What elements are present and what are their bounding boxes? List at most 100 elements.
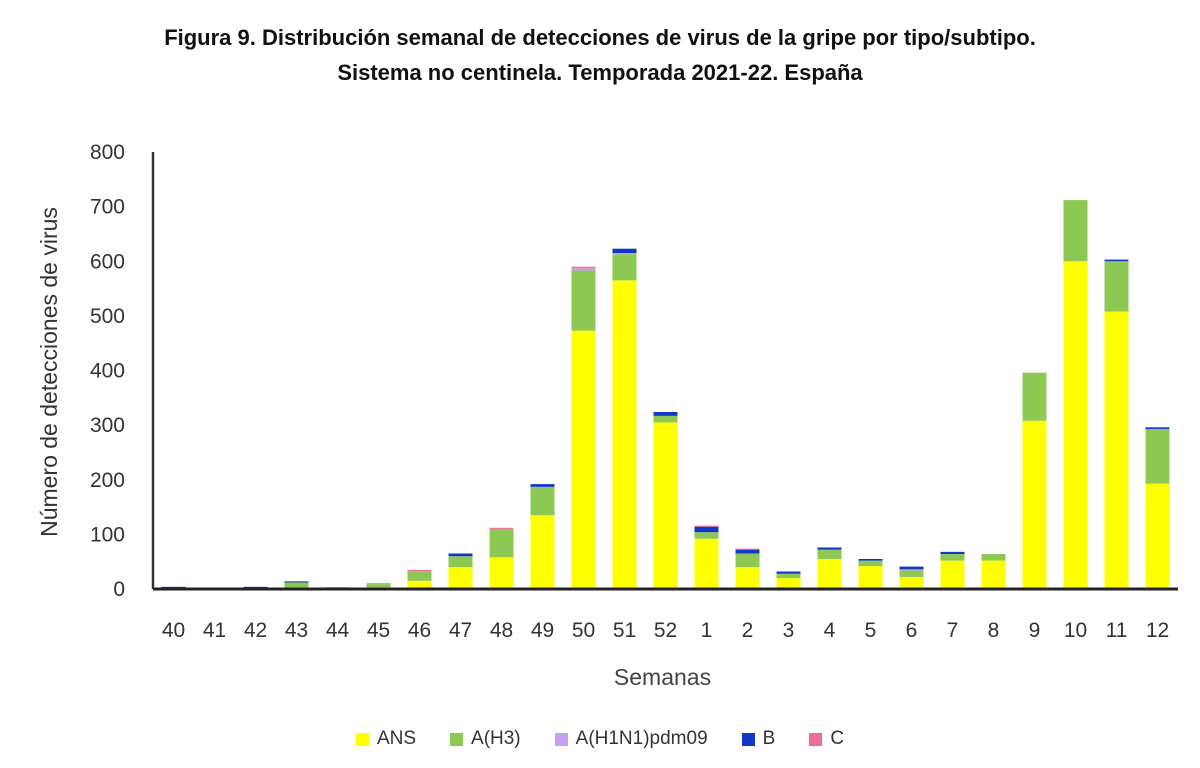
bar-b-week-43 bbox=[284, 581, 309, 583]
bar-b-week-2 bbox=[735, 549, 760, 554]
bar-ah3-week-3 bbox=[776, 573, 801, 579]
bar-ah3-week-2 bbox=[735, 553, 760, 568]
y-tick-label: 0 bbox=[113, 578, 125, 601]
bar-ans-week-48 bbox=[489, 557, 514, 589]
bar-ah1n1pdm09-week-51 bbox=[612, 253, 637, 255]
bar-ah3-week-10 bbox=[1063, 200, 1088, 262]
bar-ans-week-5 bbox=[858, 566, 883, 589]
x-tick-label: 12 bbox=[1146, 619, 1169, 642]
bar-ans-week-49 bbox=[530, 515, 555, 589]
bar-ah3-week-7 bbox=[940, 554, 965, 561]
y-tick-label: 300 bbox=[90, 414, 125, 437]
legend: ANS A(H3) A(H1N1)pdm09 B C bbox=[0, 728, 1200, 750]
x-tick-label: 3 bbox=[783, 619, 795, 642]
bar-ah3-week-4 bbox=[817, 549, 842, 559]
legend-label: A(H1N1)pdm09 bbox=[575, 728, 708, 749]
bar-ah3-week-43 bbox=[284, 582, 309, 588]
x-tick-label: 41 bbox=[203, 619, 226, 642]
x-tick-label: 4 bbox=[824, 619, 836, 642]
x-tick-label: 10 bbox=[1064, 619, 1087, 642]
y-axis-title: Número de detecciones de virus bbox=[36, 207, 62, 537]
x-tick-label: 8 bbox=[988, 619, 1000, 642]
bar-ans-week-2 bbox=[735, 567, 760, 589]
legend-label: ANS bbox=[376, 728, 417, 749]
x-tick-label: 42 bbox=[244, 619, 267, 642]
x-tick-label: 51 bbox=[613, 619, 636, 642]
bar-ans-week-12 bbox=[1145, 483, 1170, 589]
bar-ah3-week-45 bbox=[366, 584, 391, 588]
bar-b-week-47 bbox=[448, 553, 473, 557]
bar-b-week-5 bbox=[858, 558, 883, 561]
bar-ah3-week-50 bbox=[571, 270, 596, 331]
bar-ah3-week-51 bbox=[612, 254, 637, 281]
x-tick-label: 6 bbox=[906, 619, 918, 642]
legend-item: ANS bbox=[355, 728, 417, 750]
bar-ah3-week-9 bbox=[1022, 372, 1047, 421]
bar-b-week-12 bbox=[1145, 427, 1170, 429]
bar-ans-week-11 bbox=[1104, 311, 1129, 589]
legend-swatch bbox=[554, 732, 568, 746]
bar-b-week-3 bbox=[776, 571, 801, 574]
x-tick-label: 44 bbox=[326, 619, 350, 642]
bar-b-week-7 bbox=[940, 551, 965, 555]
legend-label: C bbox=[830, 728, 845, 749]
bar-b-week-11 bbox=[1104, 259, 1129, 262]
bar-ah3-week-49 bbox=[530, 486, 555, 516]
legend-item: C bbox=[809, 728, 844, 750]
bar-ans-week-6 bbox=[899, 576, 924, 589]
x-tick-label: 1 bbox=[701, 619, 713, 642]
bar-ah1n1pdm09-week-45 bbox=[366, 582, 391, 585]
bar-c-week-50 bbox=[571, 266, 596, 269]
bar-c-week-2 bbox=[735, 548, 760, 550]
bar-ah3-week-47 bbox=[448, 556, 473, 568]
bar-ans-week-46 bbox=[407, 580, 432, 589]
chart-title-line2: Sistema no centinela. Temporada 2021-22.… bbox=[337, 60, 863, 85]
bar-ah1n1pdm09-week-6 bbox=[899, 569, 924, 571]
bar-c-week-46 bbox=[407, 569, 432, 571]
x-tick-label: 40 bbox=[162, 619, 185, 642]
bar-b-week-52 bbox=[653, 412, 678, 416]
legend-item: A(H3) bbox=[450, 728, 521, 750]
x-tick-label: 11 bbox=[1106, 619, 1128, 642]
legend-swatch bbox=[741, 732, 755, 746]
x-tick-label: 50 bbox=[572, 619, 595, 642]
bar-ah3-week-5 bbox=[858, 560, 883, 567]
bar-ah3-week-11 bbox=[1104, 261, 1129, 312]
bar-ah3-week-12 bbox=[1145, 428, 1170, 484]
y-tick-label: 100 bbox=[90, 523, 125, 546]
bar-c-week-48 bbox=[489, 527, 514, 529]
x-tick-label: 43 bbox=[285, 619, 308, 642]
bar-b-week-6 bbox=[899, 566, 924, 570]
y-tick-label: 600 bbox=[90, 250, 125, 273]
x-tick-label: 47 bbox=[449, 619, 472, 642]
x-tick-label: 45 bbox=[367, 619, 390, 642]
chart-title-line1: Figura 9. Distribución semanal de detecc… bbox=[164, 25, 1036, 50]
bar-ah3-week-46 bbox=[407, 570, 432, 581]
legend-swatch bbox=[809, 732, 823, 746]
bar-ah3-week-6 bbox=[899, 570, 924, 577]
bar-b-week-49 bbox=[530, 484, 555, 487]
bar-ans-week-47 bbox=[448, 567, 473, 589]
x-tick-label: 46 bbox=[408, 619, 431, 642]
x-tick-label: 49 bbox=[531, 619, 554, 642]
bar-ah1n1pdm09-week-50 bbox=[571, 268, 596, 271]
legend-item: A(H1N1)pdm09 bbox=[554, 728, 708, 750]
bar-ans-week-7 bbox=[940, 560, 965, 589]
legend-swatch bbox=[450, 732, 464, 746]
bar-ans-week-3 bbox=[776, 578, 801, 589]
legend-swatch bbox=[355, 732, 369, 746]
bar-ah3-week-8 bbox=[981, 554, 1006, 561]
y-tick-label: 200 bbox=[90, 469, 125, 492]
bar-c-week-1 bbox=[694, 525, 719, 527]
legend-item: B bbox=[741, 728, 775, 750]
bar-ah3-week-52 bbox=[653, 415, 678, 423]
bar-b-week-51 bbox=[612, 248, 637, 254]
x-tick-label: 48 bbox=[490, 619, 513, 642]
x-axis-title: Semanas bbox=[614, 664, 711, 690]
bar-ah3-week-1 bbox=[694, 532, 719, 539]
bar-ans-week-10 bbox=[1063, 261, 1088, 589]
x-tick-label: 2 bbox=[742, 619, 754, 642]
y-tick-label: 800 bbox=[90, 141, 125, 164]
y-tick-label: 700 bbox=[90, 196, 125, 219]
